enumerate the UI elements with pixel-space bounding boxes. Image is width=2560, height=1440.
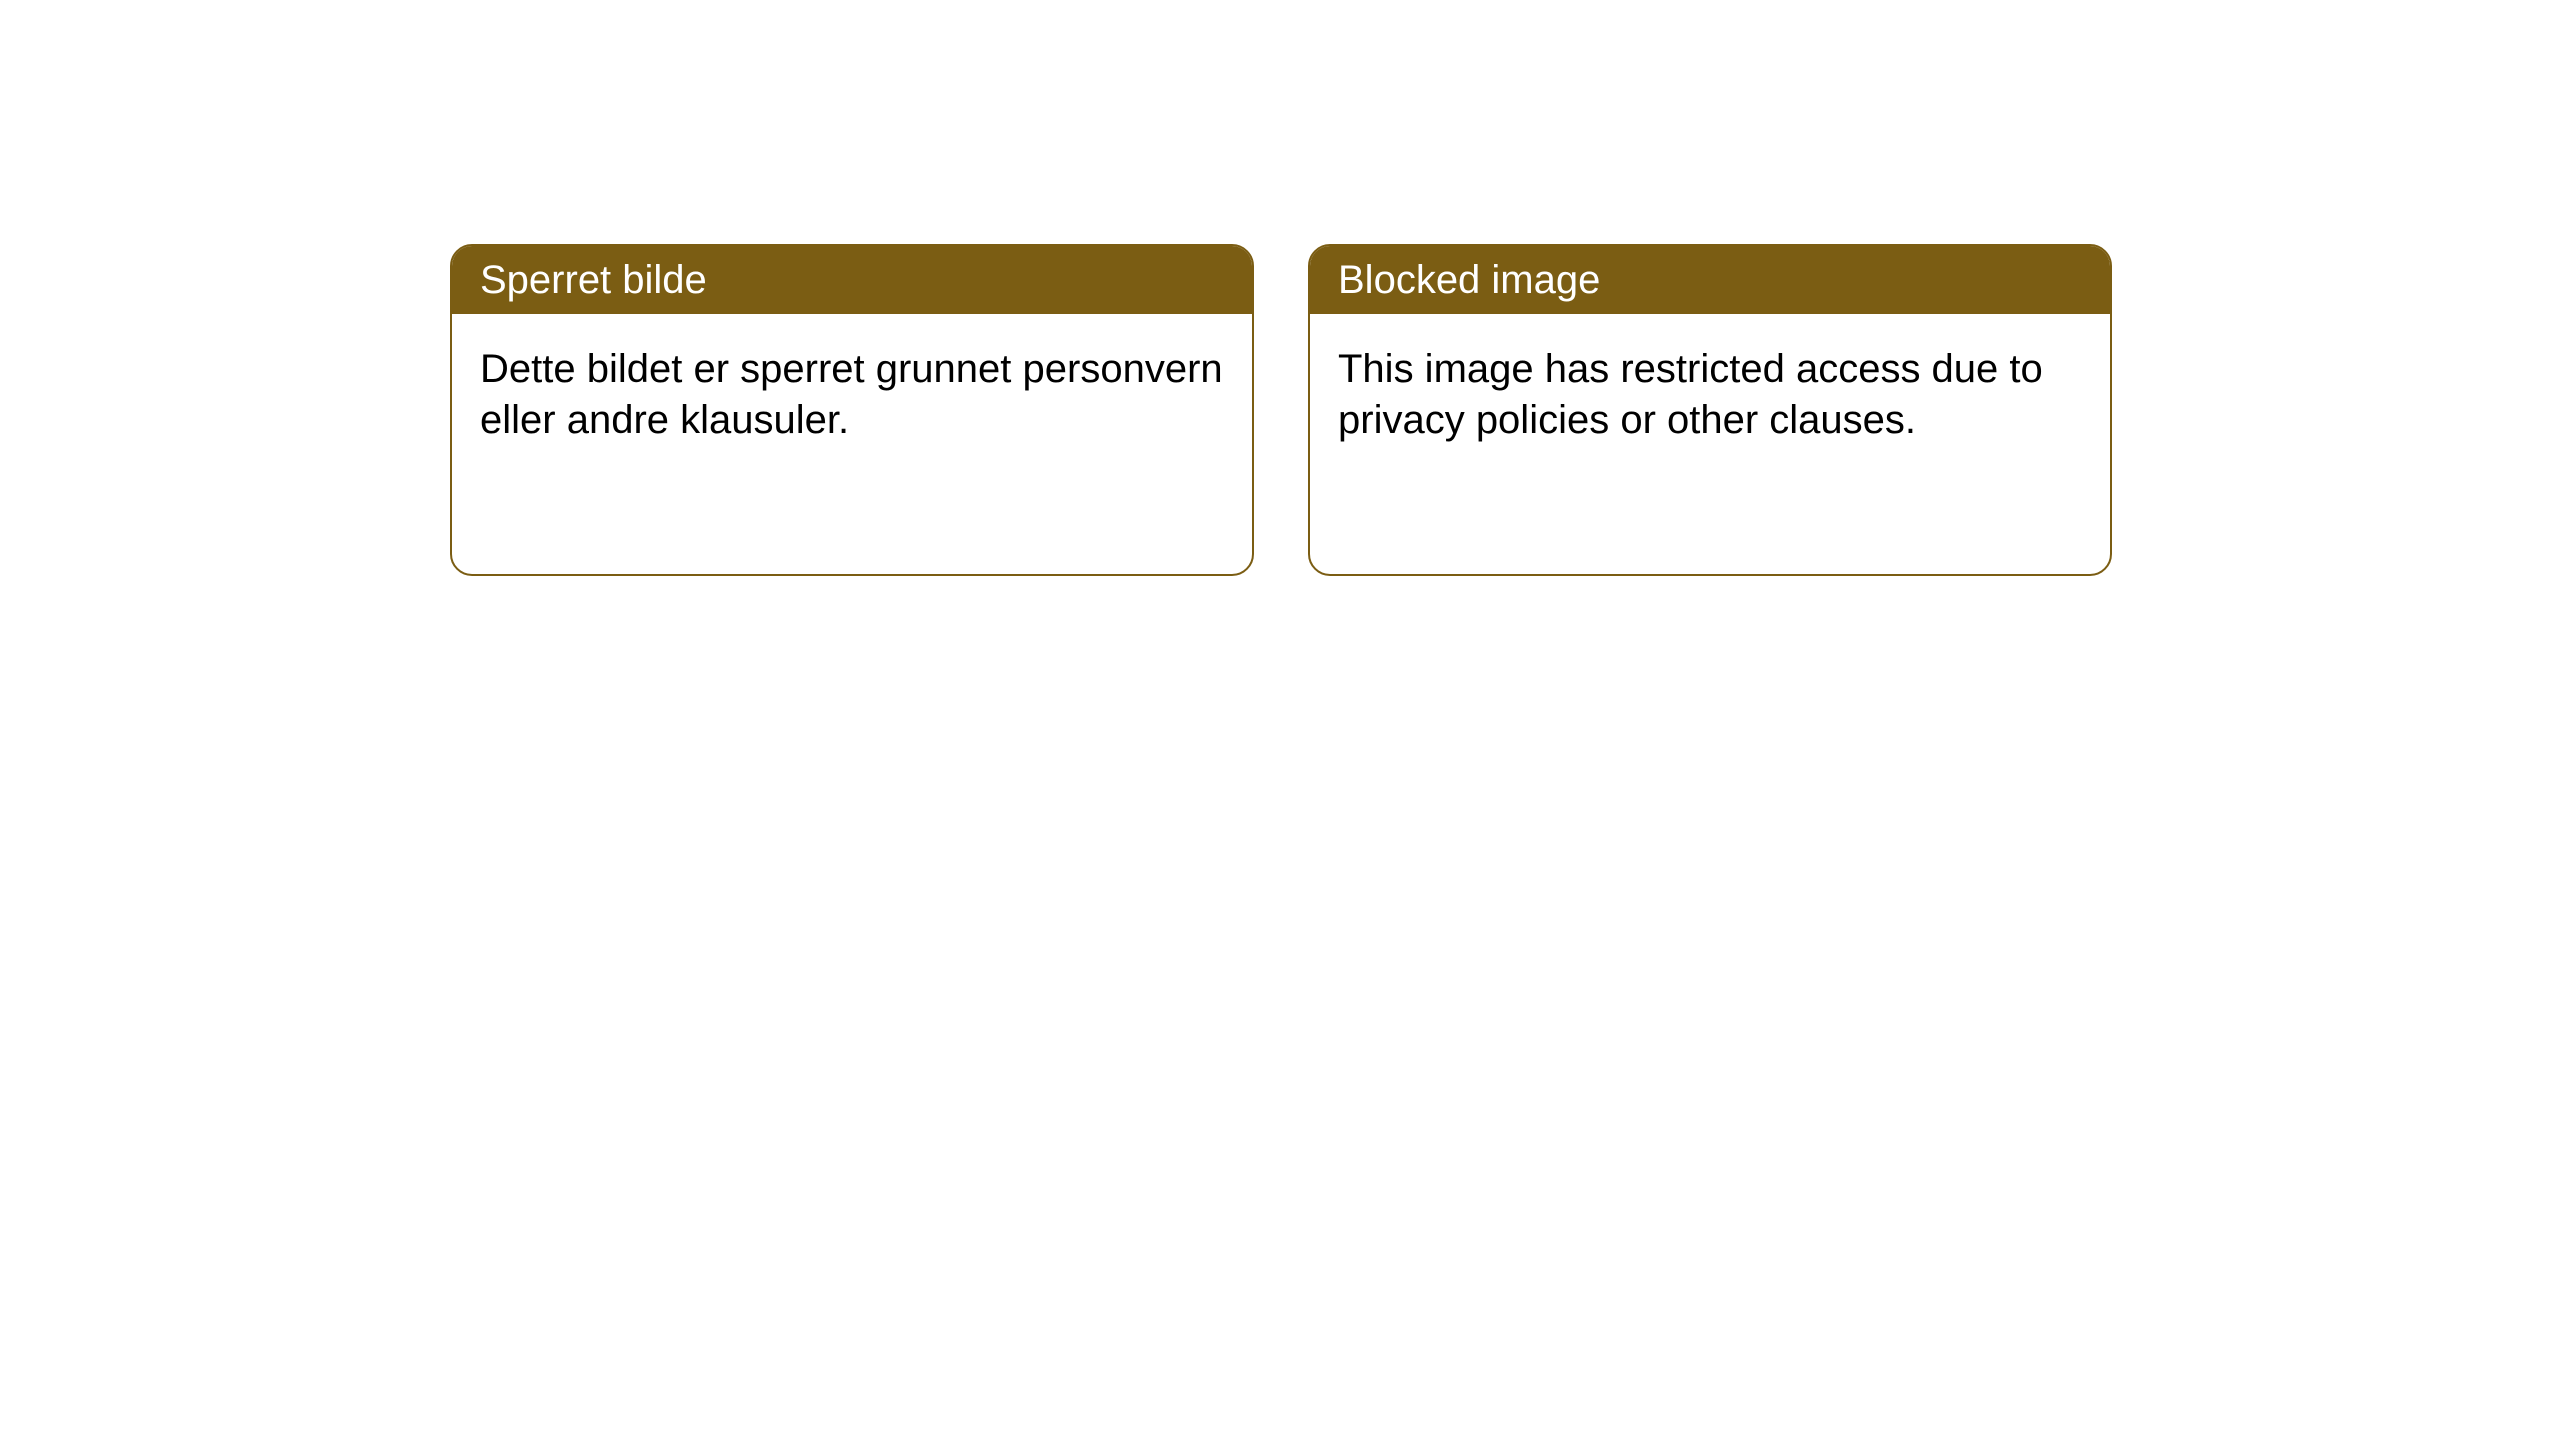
card-body: Dette bildet er sperret grunnet personve…: [452, 314, 1252, 476]
notice-card-english: Blocked image This image has restricted …: [1308, 244, 2112, 576]
notice-card-norwegian: Sperret bilde Dette bildet er sperret gr…: [450, 244, 1254, 576]
card-header: Sperret bilde: [452, 246, 1252, 314]
card-body-text: Dette bildet er sperret grunnet personve…: [480, 347, 1223, 442]
card-body-text: This image has restricted access due to …: [1338, 347, 2043, 442]
card-title: Blocked image: [1338, 258, 1600, 302]
card-title: Sperret bilde: [480, 258, 707, 302]
card-header: Blocked image: [1310, 246, 2110, 314]
card-body: This image has restricted access due to …: [1310, 314, 2110, 476]
notice-cards-container: Sperret bilde Dette bildet er sperret gr…: [450, 244, 2112, 576]
